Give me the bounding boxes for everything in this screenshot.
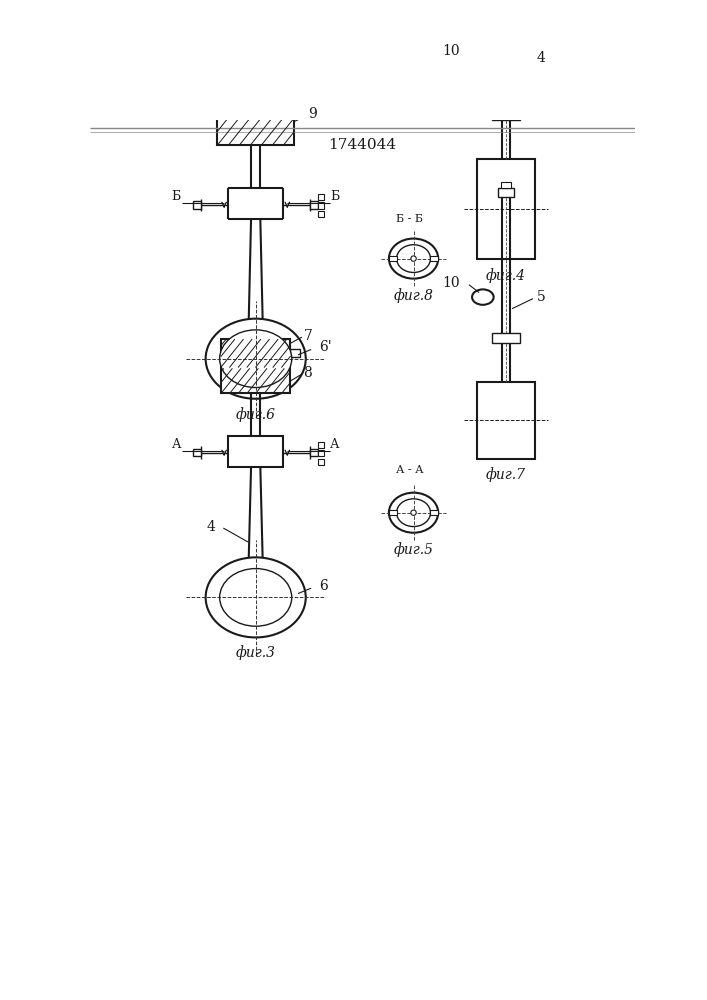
Ellipse shape: [397, 499, 431, 527]
Bar: [251, 333, 260, 339]
Bar: [310, 201, 318, 209]
Text: 6: 6: [320, 579, 328, 593]
Bar: [318, 459, 325, 465]
Ellipse shape: [389, 239, 438, 279]
Text: А - А: А - А: [396, 465, 423, 475]
Bar: [193, 449, 201, 456]
Ellipse shape: [472, 58, 493, 74]
Bar: [318, 211, 325, 217]
Text: 8: 8: [303, 366, 312, 380]
Bar: [318, 442, 325, 448]
Text: 7: 7: [303, 329, 312, 343]
Text: 1744044: 1744044: [328, 138, 396, 152]
Text: фиг.5: фиг.5: [394, 542, 433, 557]
Ellipse shape: [472, 289, 493, 305]
Ellipse shape: [389, 493, 438, 533]
Text: Б - Б: Б - Б: [396, 214, 423, 224]
Ellipse shape: [206, 557, 305, 637]
Circle shape: [411, 510, 416, 515]
Text: А: А: [330, 438, 340, 451]
Bar: [389, 510, 397, 515]
Bar: [251, 112, 260, 118]
Circle shape: [411, 256, 416, 261]
Bar: [193, 201, 201, 209]
Text: 4: 4: [206, 520, 216, 534]
Bar: [501, 182, 510, 188]
Bar: [318, 202, 325, 209]
Bar: [477, 382, 535, 459]
Text: фиг.3: фиг.3: [235, 645, 276, 660]
Text: 10: 10: [442, 44, 460, 58]
Text: А: А: [172, 438, 181, 451]
Ellipse shape: [206, 319, 305, 399]
Text: фиг.6: фиг.6: [235, 407, 276, 422]
Ellipse shape: [397, 245, 431, 272]
Bar: [498, 188, 514, 197]
Text: 4: 4: [537, 51, 546, 65]
Bar: [228, 436, 284, 466]
Text: фиг.7: фиг.7: [486, 467, 526, 482]
Ellipse shape: [220, 569, 292, 626]
Bar: [431, 256, 438, 261]
Bar: [221, 369, 291, 393]
Text: 6': 6': [320, 340, 332, 354]
Bar: [492, 333, 520, 343]
Bar: [221, 339, 291, 367]
Text: фиг.4: фиг.4: [486, 268, 526, 283]
Bar: [310, 449, 318, 456]
Text: 10: 10: [442, 276, 460, 290]
Text: Б: Б: [330, 190, 339, 204]
Text: 9: 9: [308, 107, 317, 121]
Bar: [217, 118, 294, 145]
Bar: [477, 158, 535, 259]
Ellipse shape: [220, 330, 292, 388]
Bar: [318, 450, 325, 456]
Bar: [291, 349, 300, 357]
Bar: [389, 256, 397, 261]
Bar: [318, 194, 325, 200]
Text: 5: 5: [537, 290, 546, 304]
Bar: [431, 510, 438, 515]
Text: фиг.8: фиг.8: [394, 288, 433, 303]
Text: Б: Б: [172, 190, 181, 204]
Bar: [492, 109, 520, 120]
